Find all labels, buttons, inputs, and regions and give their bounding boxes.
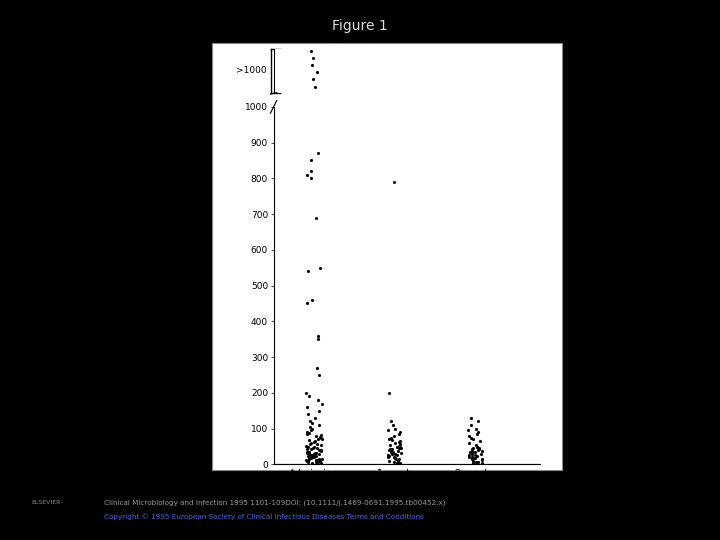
Text: >1000: >1000: [235, 66, 266, 76]
Text: Copyright © 1995 European Society of Clinical Infectious Diseases Terms and Cond: Copyright © 1995 European Society of Cli…: [104, 513, 424, 519]
Text: Figure 1: Figure 1: [332, 19, 388, 33]
Text: Clinical Microbiology and Infection 1995 1101-109DOI: (10.1111/j.1469-0691.1995.: Clinical Microbiology and Infection 1995…: [104, 500, 446, 506]
Text: G-CSF (pg/mL): G-CSF (pg/mL): [287, 33, 372, 43]
Text: ELSEVIER: ELSEVIER: [31, 500, 60, 505]
